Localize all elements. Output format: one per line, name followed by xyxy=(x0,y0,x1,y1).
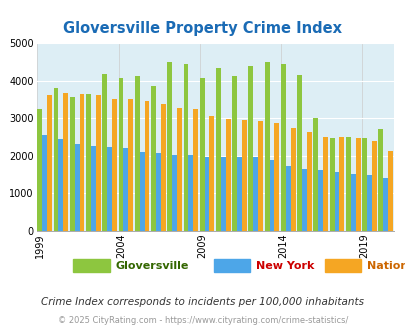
Bar xyxy=(387,151,392,231)
Bar xyxy=(156,153,160,231)
Bar xyxy=(345,137,350,231)
Text: Crime Index corresponds to incidents per 100,000 inhabitants: Crime Index corresponds to incidents per… xyxy=(41,297,364,307)
Bar xyxy=(253,156,258,231)
Text: National: National xyxy=(367,261,405,271)
Bar xyxy=(209,116,214,231)
Bar xyxy=(37,109,42,231)
Bar xyxy=(160,104,165,231)
Bar xyxy=(290,128,295,231)
Bar xyxy=(215,68,220,231)
Bar xyxy=(139,152,144,231)
Bar xyxy=(301,169,306,231)
Bar xyxy=(86,94,91,231)
Bar xyxy=(377,129,382,231)
Bar xyxy=(339,137,343,231)
Bar xyxy=(241,120,246,231)
Bar xyxy=(183,64,188,231)
Bar xyxy=(177,108,181,231)
Bar xyxy=(107,147,112,231)
Bar xyxy=(248,66,253,231)
Bar xyxy=(232,76,237,231)
Bar xyxy=(58,139,63,231)
Bar xyxy=(102,74,107,231)
Bar xyxy=(79,94,84,231)
Bar xyxy=(306,132,311,231)
Bar xyxy=(204,156,209,231)
Bar xyxy=(269,160,274,231)
Text: Gloversville: Gloversville xyxy=(115,261,189,271)
Bar xyxy=(123,148,128,231)
Bar xyxy=(134,76,139,231)
Bar xyxy=(220,157,225,231)
Bar xyxy=(167,62,172,231)
Bar xyxy=(350,174,355,231)
Bar xyxy=(296,75,301,231)
Text: New York: New York xyxy=(256,261,314,271)
Bar xyxy=(355,139,360,231)
Bar xyxy=(70,97,75,231)
Bar xyxy=(63,92,68,231)
Bar xyxy=(144,101,149,231)
Bar xyxy=(75,144,79,231)
Text: Gloversville Property Crime Index: Gloversville Property Crime Index xyxy=(63,21,342,36)
Bar xyxy=(237,157,241,231)
Bar xyxy=(318,170,322,231)
Bar xyxy=(42,135,47,231)
Bar xyxy=(151,86,156,231)
Bar xyxy=(118,78,123,231)
Bar xyxy=(96,95,100,231)
Bar xyxy=(371,141,376,231)
Bar xyxy=(172,155,177,231)
Bar xyxy=(285,166,290,231)
Bar xyxy=(334,172,339,231)
Bar xyxy=(199,78,204,231)
Bar xyxy=(264,62,269,231)
Text: © 2025 CityRating.com - https://www.cityrating.com/crime-statistics/: © 2025 CityRating.com - https://www.city… xyxy=(58,316,347,325)
Bar xyxy=(53,88,58,231)
Bar xyxy=(329,138,334,231)
Bar xyxy=(382,178,387,231)
Bar xyxy=(188,155,193,231)
Bar xyxy=(193,109,198,231)
Bar xyxy=(322,137,327,231)
Bar xyxy=(258,121,262,231)
Bar xyxy=(91,146,96,231)
Bar xyxy=(47,95,52,231)
Bar xyxy=(225,119,230,231)
Bar xyxy=(313,118,318,231)
Bar xyxy=(112,99,117,231)
Bar xyxy=(366,175,371,231)
Bar xyxy=(274,123,279,231)
Bar xyxy=(280,64,285,231)
Bar xyxy=(361,138,366,231)
Bar xyxy=(128,99,133,231)
